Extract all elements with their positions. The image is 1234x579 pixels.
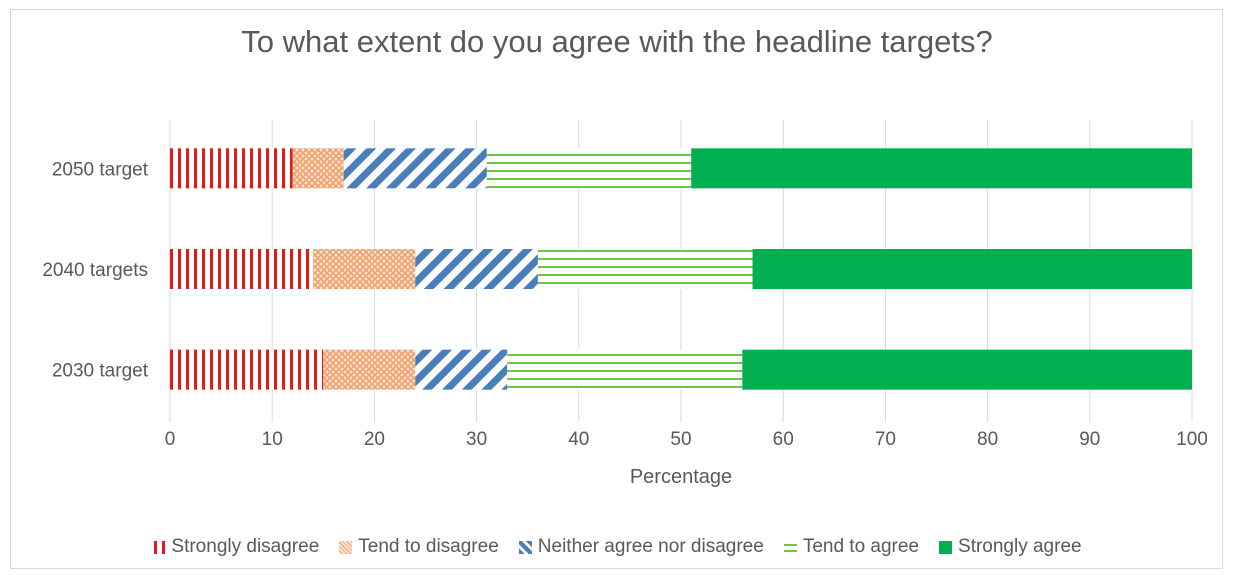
- legend-swatch: [783, 540, 797, 554]
- category-labels: 2050 target 2040 targets 2030 target: [42, 159, 148, 381]
- legend-label: Strongly disagree: [171, 536, 320, 557]
- bar-segment: [313, 249, 416, 289]
- legend-label: Neither agree nor disagree: [537, 536, 764, 557]
- legend-item: Tend to disagree: [339, 536, 499, 558]
- legend-item: Strongly disagree: [152, 536, 319, 558]
- x-tick-label: 90: [1079, 429, 1100, 450]
- bar-segment: [170, 148, 293, 189]
- x-tick-label: 30: [466, 429, 487, 450]
- x-tick-label: 50: [670, 429, 691, 450]
- bar-segment: [415, 349, 508, 390]
- category-label: 2030 target: [52, 361, 149, 382]
- x-tick-label: 80: [977, 429, 998, 450]
- x-tick-label: 40: [568, 429, 589, 450]
- legend-swatch: [152, 540, 166, 554]
- bar-segment: [507, 349, 743, 390]
- legend-label: Strongly agree: [958, 536, 1082, 557]
- bar-segment: [486, 148, 692, 189]
- legend-swatch: [518, 540, 532, 554]
- legend-swatch: [939, 540, 953, 554]
- bar-segment: [742, 349, 1192, 390]
- category-label: 2040 targets: [42, 260, 148, 281]
- legend-label: Tend to disagree: [358, 536, 499, 557]
- chart-title: To what extent do you agree with the hea…: [241, 24, 993, 59]
- x-tick-label: 100: [1176, 429, 1208, 450]
- x-tick-label: 60: [773, 429, 794, 450]
- bar-segment: [323, 349, 416, 390]
- category-label: 2050 target: [52, 159, 149, 180]
- legend-swatch: [339, 540, 353, 554]
- bar-segment: [292, 148, 344, 189]
- bar-segment: [537, 249, 753, 289]
- x-tick-label: 20: [364, 429, 385, 450]
- bar-segment: [415, 249, 538, 289]
- bar-segment: [752, 249, 1192, 289]
- legend-item: Strongly agree: [939, 536, 1082, 558]
- x-tick-labels: 0 10 20 30 40 50 60 70 80 90 100: [165, 429, 1208, 450]
- x-tick-label: 0: [165, 429, 176, 450]
- legend-item: Tend to agree: [783, 536, 920, 558]
- legend: Strongly disagree Tend to disagree Neither…: [0, 536, 1234, 558]
- bar-segment: [170, 349, 324, 390]
- bar-segment: [170, 249, 314, 289]
- bar-segment: [343, 148, 487, 189]
- x-tick-label: 10: [262, 429, 283, 450]
- bars: [170, 148, 1192, 390]
- bar-segment: [691, 148, 1192, 189]
- legend-item: Neither agree nor disagree: [518, 536, 764, 558]
- x-tick-label: 70: [875, 429, 896, 450]
- x-axis-label: Percentage: [630, 466, 732, 488]
- legend-label: Tend to agree: [802, 536, 920, 557]
